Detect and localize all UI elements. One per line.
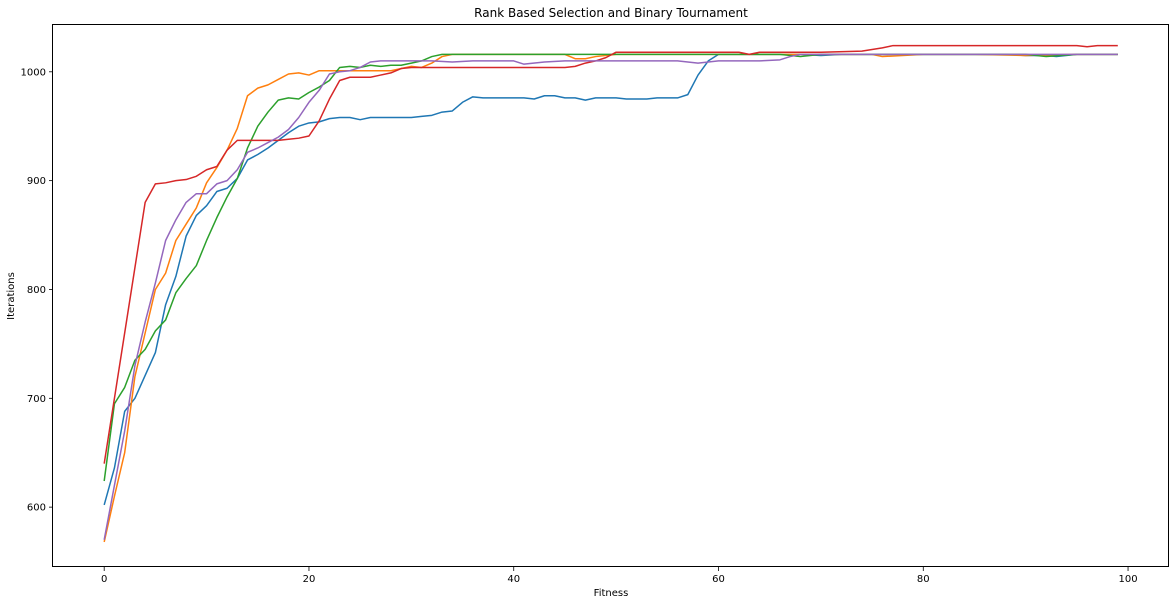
y-tick-label: 700: [27, 394, 46, 405]
y-tick-label: 600: [27, 503, 46, 514]
x-tick-label: 80: [917, 574, 930, 585]
series-line-2: [103, 53, 1118, 543]
y-tick-label: 1000: [21, 67, 46, 78]
chart-title: Rank Based Selection and Binary Tourname…: [474, 6, 748, 20]
y-axis: 600 700 800 900 1000: [21, 67, 53, 514]
x-tick-label: 40: [507, 574, 520, 585]
y-tick-label: 900: [27, 176, 46, 187]
x-tick-label: 20: [303, 574, 316, 585]
series-line-3: [103, 53, 1118, 482]
x-tick-label: 0: [101, 574, 107, 585]
x-tick-label: 100: [1118, 574, 1137, 585]
series-line-4: [103, 44, 1118, 464]
series-line-5: [103, 53, 1118, 540]
plot-frame: [52, 24, 1169, 567]
y-tick-label: 800: [27, 285, 46, 296]
x-axis: 0 20 40 60 80 100: [101, 567, 1138, 585]
x-tick-label: 60: [712, 574, 725, 585]
x-axis-label: Fitness: [594, 588, 629, 599]
y-axis-label: Iterations: [6, 272, 17, 320]
series-line-1: [103, 53, 1118, 506]
plot-lines: [103, 44, 1118, 543]
